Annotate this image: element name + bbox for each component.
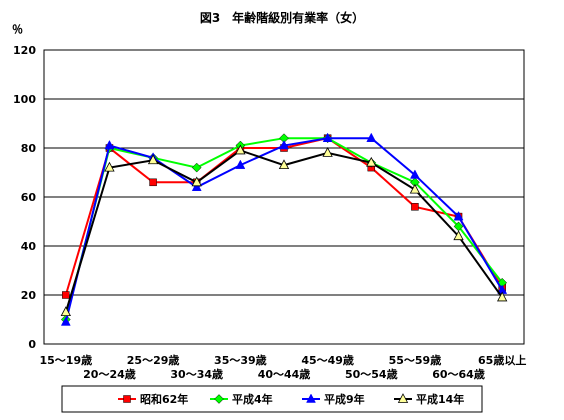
y-tick-label: 0 bbox=[28, 338, 36, 351]
data-point bbox=[104, 140, 115, 150]
data-point bbox=[409, 183, 421, 194]
data-point bbox=[123, 395, 131, 403]
data-point bbox=[235, 144, 246, 155]
x-tick-label: 50～54歳 bbox=[345, 367, 398, 381]
data-point bbox=[409, 169, 420, 179]
data-point bbox=[191, 176, 202, 187]
y-tick-label: 20 bbox=[21, 289, 37, 302]
data-point bbox=[104, 161, 115, 172]
data-point bbox=[278, 159, 290, 170]
legend-item: 平成9年 bbox=[302, 392, 365, 406]
data-point bbox=[497, 291, 508, 302]
x-tick-label: 25～29歳 bbox=[127, 353, 180, 367]
legend-label: 平成4年 bbox=[232, 392, 273, 406]
data-point bbox=[214, 394, 224, 404]
data-point bbox=[453, 211, 464, 221]
gridlines bbox=[44, 98, 524, 296]
y-tick-label: 40 bbox=[21, 240, 37, 253]
x-tick-label: 65歳以上 bbox=[478, 353, 526, 367]
y-axis-unit: ％ bbox=[12, 23, 23, 36]
data-point bbox=[366, 132, 377, 142]
data-point bbox=[279, 140, 289, 150]
x-tick-label: 55～59歳 bbox=[389, 353, 442, 367]
chart-title: 図3 年齢階級別有業率（女） bbox=[200, 10, 364, 25]
x-tick-label: 40～44歳 bbox=[258, 367, 311, 381]
x-tick-label: 15～19歳 bbox=[40, 353, 93, 367]
legend-item: 昭和62年 bbox=[118, 392, 188, 406]
legend-label: 昭和62年 bbox=[140, 392, 188, 406]
y-tick-label: 60 bbox=[21, 191, 37, 204]
data-point bbox=[235, 159, 246, 169]
y-axis-ticks: 0 20 40 60 80 100 120 bbox=[13, 44, 36, 351]
data-point bbox=[411, 203, 419, 211]
data-point bbox=[62, 291, 70, 299]
legend-label: 平成9年 bbox=[324, 392, 365, 406]
y-tick-label: 100 bbox=[13, 93, 36, 106]
data-point bbox=[60, 316, 71, 326]
data-point bbox=[191, 181, 202, 191]
series-4 bbox=[60, 144, 508, 317]
x-tick-label: 30～34歳 bbox=[170, 367, 223, 381]
legend-item: 平成4年 bbox=[210, 392, 273, 406]
legend: 昭和62年 平成4年 平成9年 平成14年 bbox=[61, 385, 483, 413]
x-tick-label: 60～64歳 bbox=[432, 367, 485, 381]
data-point bbox=[60, 306, 71, 317]
legend-label: 平成14年 bbox=[416, 392, 464, 406]
data-point bbox=[149, 178, 157, 187]
data-point bbox=[191, 162, 202, 173]
data-point bbox=[453, 230, 464, 241]
series-layer bbox=[60, 132, 508, 326]
y-tick-label: 80 bbox=[21, 142, 37, 155]
data-point bbox=[322, 147, 333, 157]
data-point bbox=[322, 132, 333, 142]
data-point bbox=[397, 393, 409, 403]
x-tick-label: 20～24歳 bbox=[83, 367, 136, 381]
x-tick-label: 35～39歳 bbox=[214, 353, 267, 367]
x-tick-label: 45～49歳 bbox=[301, 353, 354, 367]
legend-item: 平成14年 bbox=[394, 392, 464, 406]
data-point bbox=[366, 156, 377, 167]
series-line bbox=[64, 149, 503, 313]
data-point bbox=[306, 393, 316, 403]
data-point bbox=[147, 154, 159, 165]
y-tick-label: 120 bbox=[13, 44, 36, 57]
plot-area bbox=[43, 49, 525, 345]
x-axis-ticks: 15～19歳20～24歳25～29歳30～34歳35～39歳40～44歳45～4… bbox=[40, 353, 527, 381]
